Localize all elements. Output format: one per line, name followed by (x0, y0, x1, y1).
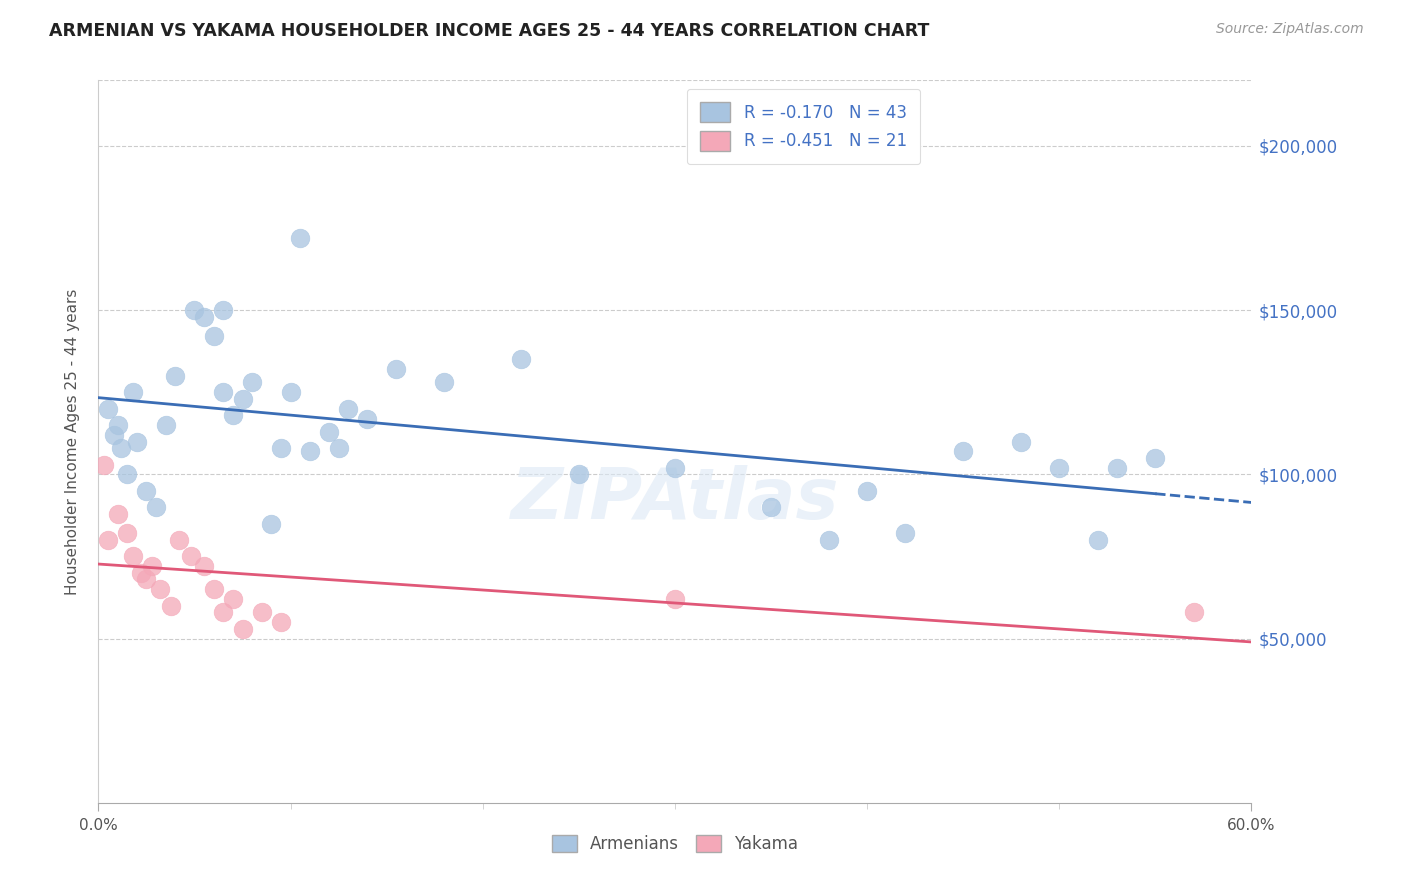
Point (107, 507, 129, 521)
Point (385, 362, 408, 376)
Point (328, 441, 350, 455)
Point (165, 368, 187, 383)
Point (260, 516, 283, 531)
Point (117, 526, 138, 541)
Text: ARMENIAN VS YAKAMA HOUSEHOLDER INCOME AGES 25 - 44 YEARS CORRELATION CHART: ARMENIAN VS YAKAMA HOUSEHOLDER INCOME AG… (49, 22, 929, 40)
Point (145, 500, 167, 515)
Point (231, 622, 254, 636)
Point (212, 303, 235, 318)
Point (122, 549, 145, 564)
Point (250, 605, 273, 619)
Point (110, 441, 132, 455)
Point (337, 401, 360, 416)
Point (1105, 460, 1128, 475)
Point (135, 573, 157, 587)
Y-axis label: Householder Income Ages 25 - 44 years: Householder Income Ages 25 - 44 years (65, 288, 80, 595)
Point (280, 385, 302, 400)
Point (1047, 460, 1070, 475)
Point (568, 467, 591, 482)
Point (193, 559, 215, 574)
Point (180, 549, 202, 564)
Point (290, 231, 312, 245)
Point (270, 615, 292, 630)
Point (155, 418, 177, 433)
Point (856, 483, 879, 498)
Point (122, 385, 145, 400)
Point (318, 425, 340, 439)
Point (1144, 450, 1167, 465)
Point (135, 483, 157, 498)
Point (183, 303, 205, 318)
Point (125, 434, 148, 449)
Point (212, 385, 235, 400)
Point (212, 605, 235, 619)
Point (167, 533, 190, 547)
Point (952, 444, 974, 458)
Point (759, 500, 782, 515)
Point (894, 526, 917, 541)
Point (149, 582, 172, 597)
Point (1087, 533, 1109, 547)
Point (103, 428, 125, 442)
Point (433, 376, 456, 390)
Point (141, 559, 163, 574)
Point (117, 467, 138, 482)
Point (97, 533, 120, 547)
Point (356, 411, 378, 425)
Point (107, 418, 129, 433)
Point (202, 582, 225, 597)
Point (1182, 605, 1205, 619)
Point (193, 310, 215, 324)
Point (1010, 434, 1032, 449)
Point (270, 441, 292, 455)
Legend: Armenians, Yakama: Armenians, Yakama (546, 828, 804, 860)
Point (664, 460, 686, 475)
Text: Source: ZipAtlas.com: Source: ZipAtlas.com (1216, 22, 1364, 37)
Point (97, 401, 120, 416)
Point (93, 458, 115, 472)
Point (202, 329, 225, 343)
Point (240, 376, 263, 390)
Point (231, 392, 254, 406)
Point (817, 533, 839, 547)
Point (298, 444, 321, 458)
Point (129, 566, 152, 580)
Point (664, 592, 686, 607)
Point (510, 352, 533, 367)
Point (222, 409, 245, 423)
Text: ZIPAtlas: ZIPAtlas (510, 465, 839, 533)
Point (222, 592, 245, 607)
Point (160, 599, 183, 613)
